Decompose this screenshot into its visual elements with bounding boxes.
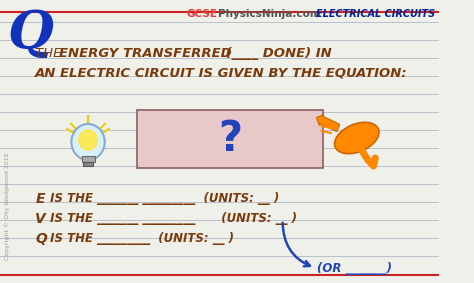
FancyArrow shape: [317, 115, 340, 132]
Text: (____ DONE) IN: (____ DONE) IN: [221, 47, 332, 60]
Ellipse shape: [335, 122, 379, 154]
Text: IS THE _______ _________: IS THE _______ _________: [46, 212, 196, 225]
FancyBboxPatch shape: [137, 110, 322, 168]
Circle shape: [79, 130, 97, 150]
Text: E: E: [35, 192, 45, 206]
Text: (OR _______): (OR _______): [317, 262, 392, 275]
Text: V: V: [35, 212, 46, 226]
Text: IS THE _________  (UNITS: __ ): IS THE _________ (UNITS: __ ): [46, 232, 234, 245]
Text: ELECTRICAL CIRCUITS: ELECTRICAL CIRCUITS: [316, 9, 435, 19]
Text: ENERGY TRANSFERRED: ENERGY TRANSFERRED: [59, 47, 232, 60]
Text: (UNITS: __ ): (UNITS: __ ): [213, 212, 297, 225]
Text: THE: THE: [35, 47, 66, 60]
Circle shape: [72, 124, 105, 160]
Bar: [83, 162, 93, 166]
Text: Q: Q: [8, 8, 54, 59]
Text: ?: ?: [218, 118, 242, 160]
Text: Q: Q: [35, 232, 47, 246]
Bar: [82, 156, 94, 162]
Text: IS THE _______ _________  (UNITS: __ ): IS THE _______ _________ (UNITS: __ ): [46, 192, 280, 205]
Text: AN ELECTRIC CIRCUIT IS GIVEN BY THE EQUATION:: AN ELECTRIC CIRCUIT IS GIVEN BY THE EQUA…: [35, 67, 408, 80]
Text: GCSE: GCSE: [187, 9, 218, 19]
Text: Copyright © Olly Wedgwood 2015: Copyright © Olly Wedgwood 2015: [5, 153, 10, 260]
Text: PhysicsNinja.com: PhysicsNinja.com: [218, 9, 320, 19]
